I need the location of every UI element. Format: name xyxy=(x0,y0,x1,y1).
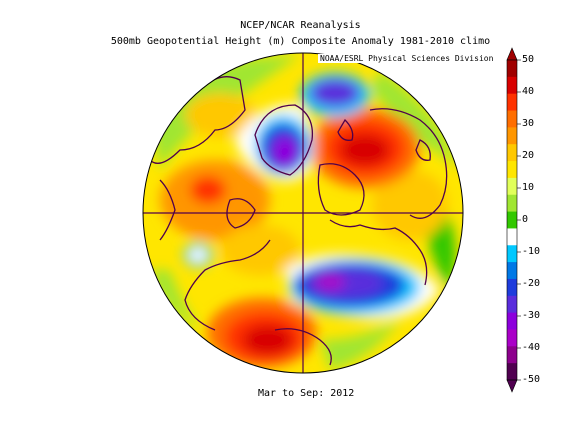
colorbar-tick-label: -20 xyxy=(522,278,541,289)
colorbar-tick-label: -50 xyxy=(522,374,541,385)
colorbar-swatch xyxy=(507,363,517,381)
colorbar-swatch xyxy=(507,110,517,128)
colorbar-tick-label: -30 xyxy=(522,310,541,321)
colorbar-swatch xyxy=(507,346,517,364)
anomaly-field xyxy=(143,53,463,373)
colorbar-tick-label: -40 xyxy=(522,342,541,353)
colorbar-swatch xyxy=(507,144,517,162)
figure-title: NCEP/NCAR Reanalysis xyxy=(240,20,361,31)
colorbar-swatch xyxy=(507,76,517,95)
colorbar-swatch xyxy=(507,93,517,111)
colorbar-swatch xyxy=(507,60,517,78)
colorbar-swatch xyxy=(507,177,517,196)
colorbar-tick-label: -10 xyxy=(522,246,541,257)
colorbar-arrow-top xyxy=(506,47,518,61)
colorbar-tick-label: 50 xyxy=(522,54,535,65)
colorbar-tick-label: 20 xyxy=(522,150,535,161)
colorbar-swatch xyxy=(507,161,517,179)
colorbar-swatch xyxy=(507,295,517,314)
colorbar-swatch xyxy=(507,127,517,145)
colorbar-swatch xyxy=(507,194,517,212)
colorbar-swatch xyxy=(507,228,517,246)
map-border xyxy=(142,52,464,374)
figure-subtitle: 500mb Geopotential Height (m) Composite … xyxy=(110,36,491,47)
colorbar-swatch xyxy=(507,329,517,347)
colorbar-swatch xyxy=(507,278,517,297)
colorbar-tick-label: 10 xyxy=(522,182,535,193)
colorbar-swatch xyxy=(507,245,517,263)
colorbar-tick-label: 40 xyxy=(522,86,535,97)
colorbar-tick-label: 0 xyxy=(522,214,529,225)
colorbar-swatch xyxy=(507,262,517,280)
colorbar xyxy=(506,47,521,393)
colorbar-arrow-bottom xyxy=(506,379,518,393)
period-label: Mar to Sep: 2012 xyxy=(258,388,355,399)
colorbar-tick-label: 30 xyxy=(522,118,535,129)
colorbar-swatch xyxy=(507,211,517,229)
credit-label: NOAA/ESRL Physical Sciences Division xyxy=(318,54,496,63)
colorbar-swatch xyxy=(507,312,517,330)
